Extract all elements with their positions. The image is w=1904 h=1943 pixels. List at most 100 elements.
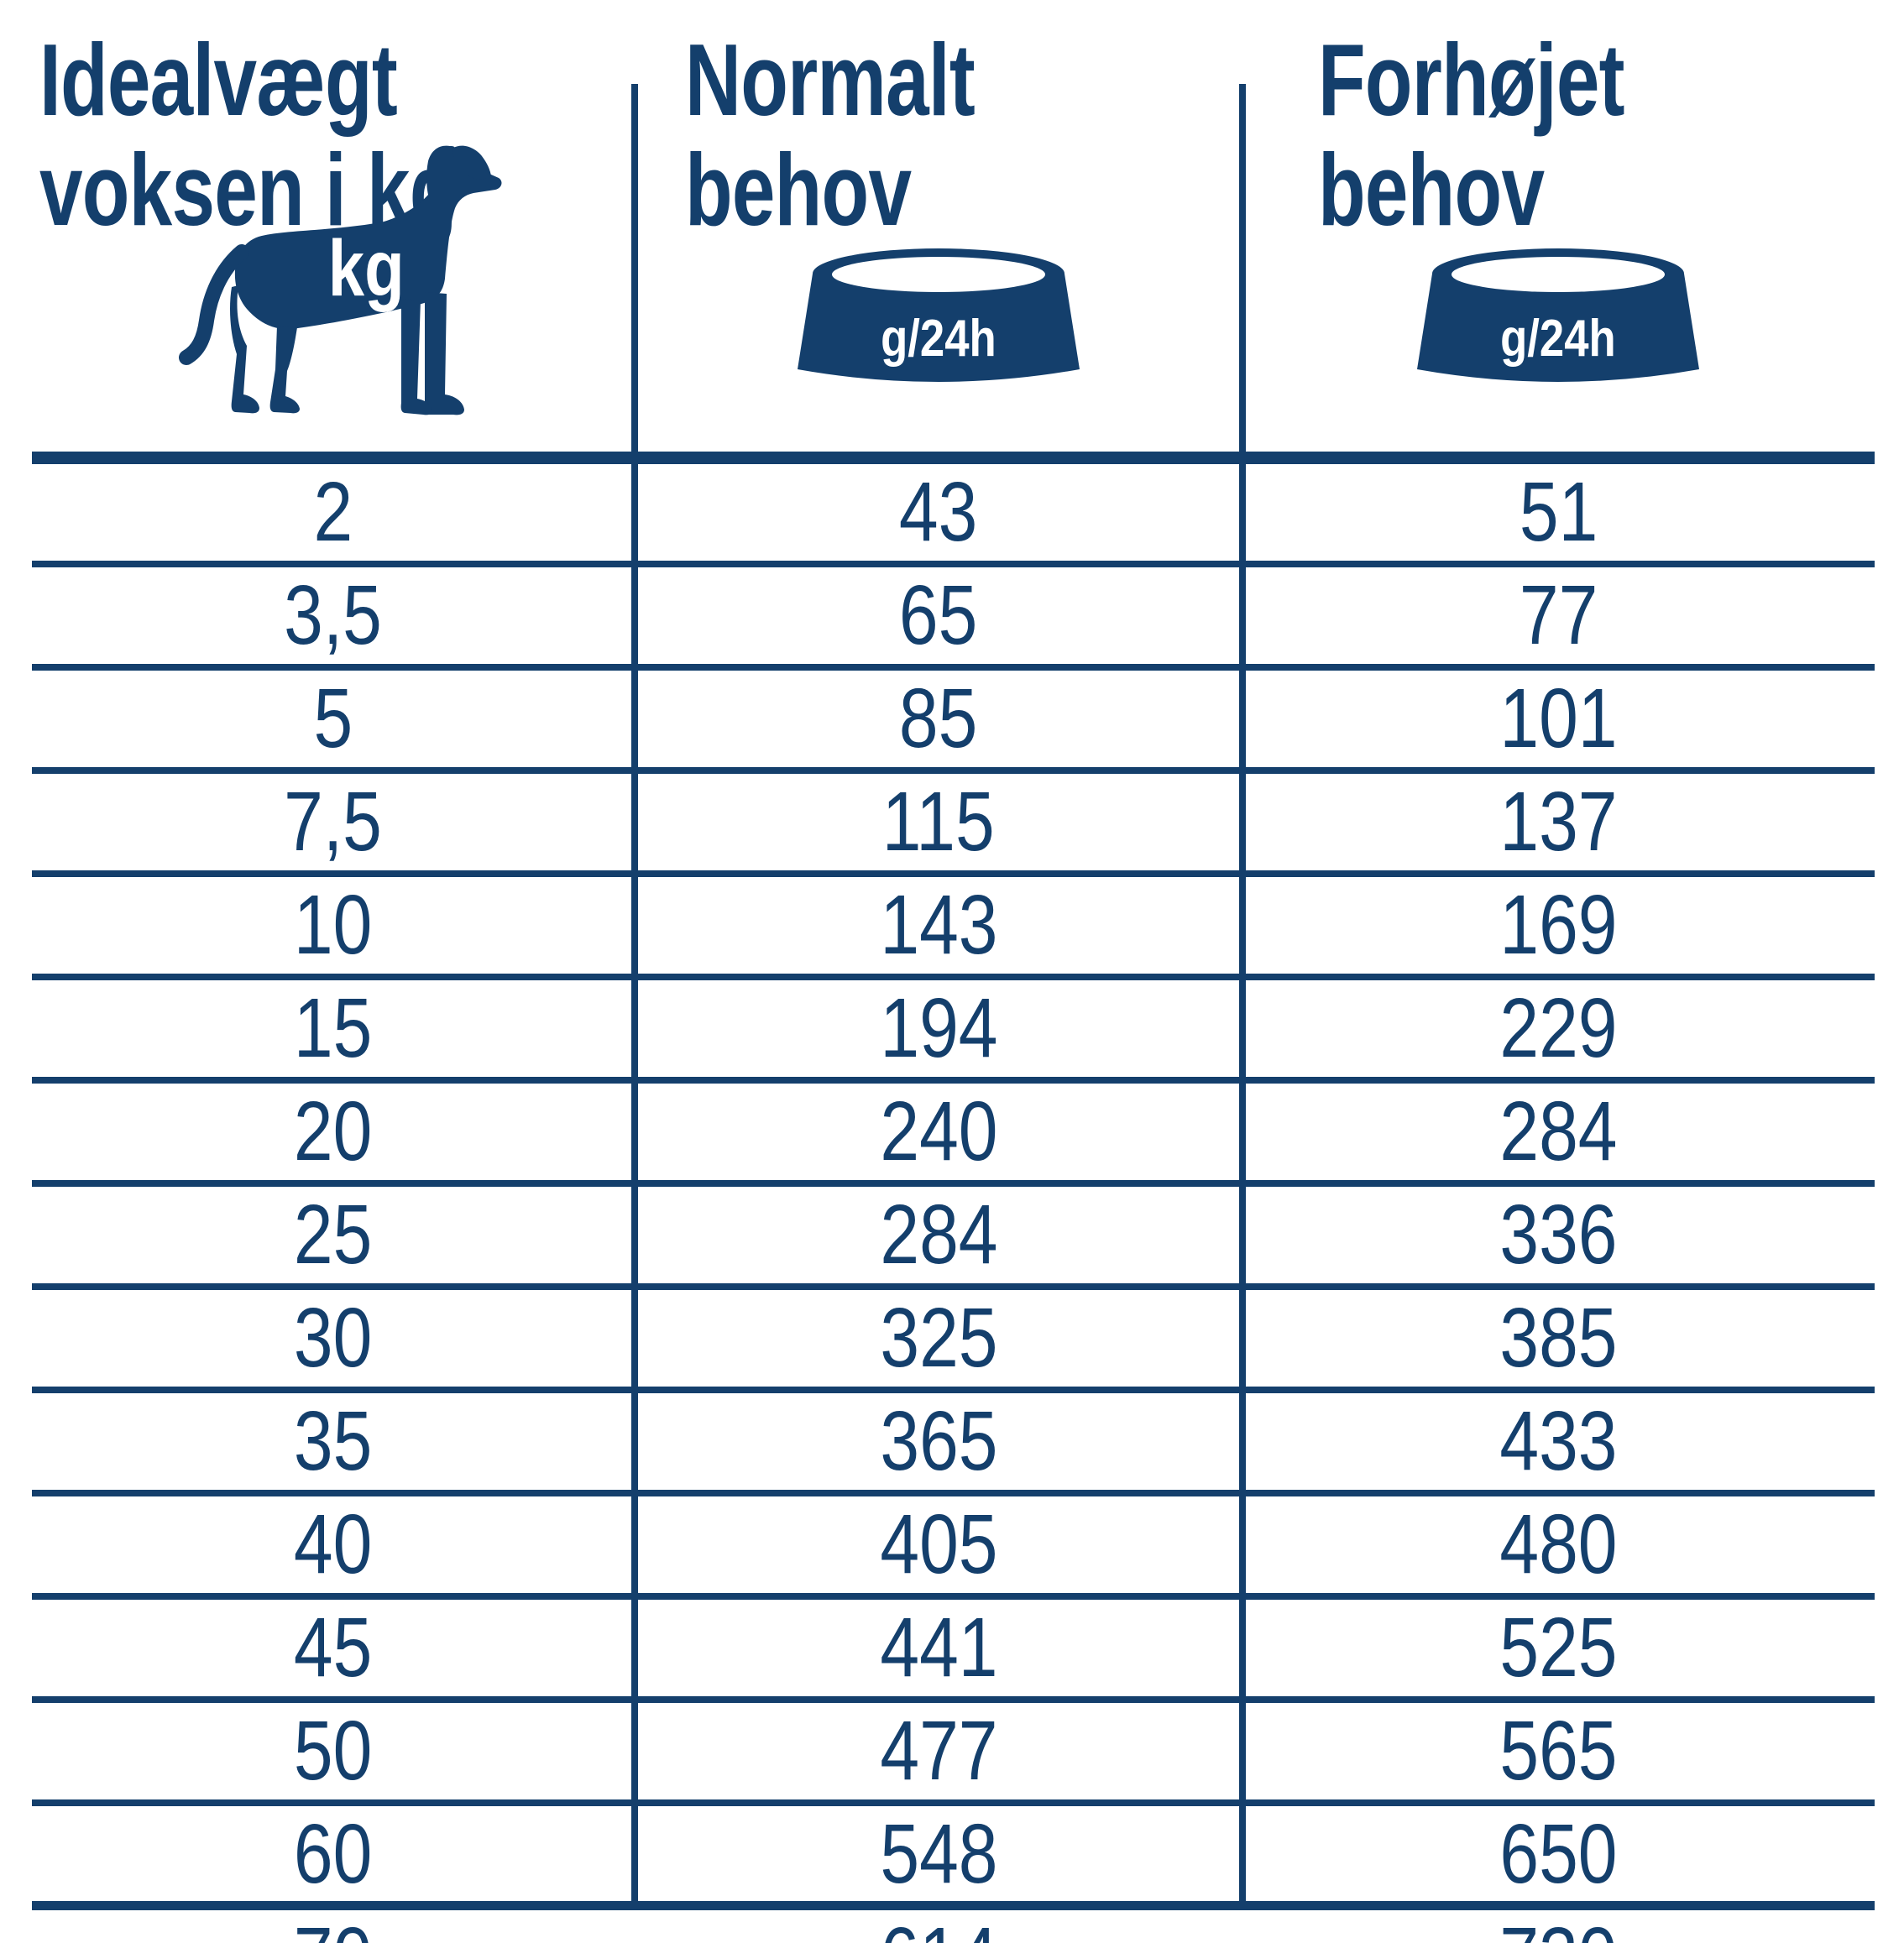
weight-cell: 10 (32, 877, 635, 974)
normal-need-cell: 143 (635, 877, 1242, 974)
column-header-elevated-need: Forhøjet behov (1318, 25, 1721, 245)
elevated-need-cell: 336 (1242, 1187, 1875, 1283)
cell-value: 336 (1499, 1188, 1618, 1282)
cell-value: 650 (1499, 1807, 1618, 1901)
cell-value: 480 (1499, 1497, 1618, 1591)
cell-value: 730 (1499, 1909, 1617, 1943)
elevated-need-cell: 385 (1242, 1290, 1875, 1387)
column-header-ideal-weight: Idealvægt voksen i kg (39, 25, 588, 245)
table-row: 30 325 385 (32, 1290, 1875, 1393)
weight-cell: 70 (32, 1909, 635, 1943)
normal-need-cell: 365 (635, 1393, 1242, 1490)
cell-value: 3,5 (284, 568, 383, 662)
cell-value: 2 (313, 465, 353, 559)
weight-cell: 3,5 (32, 567, 635, 664)
table-row: 60 548 650 (32, 1806, 1875, 1909)
weight-cell: 45 (32, 1600, 635, 1696)
elevated-need-cell: 51 (1242, 464, 1875, 561)
header-line: Forhøjet (1318, 23, 1625, 137)
cell-value: 35 (294, 1394, 373, 1488)
kg-label: kg (328, 224, 405, 313)
table-row: 35 365 433 (32, 1393, 1875, 1496)
cell-value: 20 (294, 1084, 373, 1178)
cell-value: 70 (294, 1909, 372, 1943)
normal-need-cell: 405 (635, 1496, 1242, 1593)
weight-cell: 15 (32, 980, 635, 1077)
normal-need-cell: 284 (635, 1187, 1242, 1283)
table-row: 5 85 101 (32, 671, 1875, 774)
elevated-need-cell: 730 (1242, 1909, 1875, 1943)
elevated-need-cell: 284 (1242, 1084, 1875, 1180)
cell-value: 365 (879, 1394, 998, 1488)
weight-cell: 20 (32, 1084, 635, 1180)
header-line: behov (1318, 133, 1545, 247)
normal-need-cell: 115 (635, 774, 1242, 870)
table-row: 10 143 169 (32, 877, 1875, 980)
normal-need-cell: 325 (635, 1290, 1242, 1387)
cell-value: 548 (879, 1807, 998, 1901)
cell-value: 15 (294, 981, 373, 1075)
elevated-need-cell: 77 (1242, 567, 1875, 664)
cell-value: 50 (294, 1704, 373, 1798)
cell-value: 60 (294, 1807, 373, 1901)
cell-value: 115 (882, 775, 995, 869)
elevated-need-cell: 650 (1242, 1806, 1875, 1903)
elevated-need-cell: 480 (1242, 1496, 1875, 1593)
weight-cell: 60 (32, 1806, 635, 1903)
cell-value: 30 (294, 1291, 373, 1385)
header-separator (32, 452, 1875, 464)
weight-cell: 2 (32, 464, 635, 561)
cell-value: 77 (1519, 568, 1598, 662)
cell-value: 441 (879, 1601, 998, 1695)
weight-cell: 30 (32, 1290, 635, 1387)
normal-need-cell: 85 (635, 671, 1242, 767)
elevated-need-cell: 525 (1242, 1600, 1875, 1696)
cell-value: 240 (879, 1084, 998, 1178)
g24h-label: g/24h (1500, 310, 1616, 368)
cell-value: 477 (879, 1704, 998, 1798)
weight-cell: 40 (32, 1496, 635, 1593)
cell-value: 405 (879, 1497, 998, 1591)
cell-value: 10 (294, 878, 373, 972)
header-line: Idealvægt (39, 23, 398, 137)
cell-value: 284 (879, 1188, 998, 1282)
dog-icon: kg (179, 145, 502, 415)
cell-value: 614 (880, 1909, 997, 1943)
cell-value: 194 (879, 981, 998, 1075)
table-row: 7,5 115 137 (32, 774, 1875, 877)
cell-value: 143 (879, 878, 998, 972)
normal-need-cell: 548 (635, 1806, 1242, 1903)
normal-need-cell: 477 (635, 1703, 1242, 1799)
normal-need-cell: 194 (635, 980, 1242, 1077)
cell-value: 45 (294, 1601, 373, 1695)
g24h-label: g/24h (881, 310, 996, 368)
cell-value: 385 (1499, 1291, 1618, 1385)
cell-value: 101 (1499, 671, 1618, 765)
cell-value: 325 (879, 1291, 998, 1385)
elevated-need-cell: 101 (1242, 671, 1875, 767)
cell-value: 65 (899, 568, 978, 662)
cell-value: 5 (313, 671, 353, 765)
cell-value: 284 (1499, 1084, 1618, 1178)
cell-value: 229 (1499, 981, 1618, 1075)
normal-need-cell: 43 (635, 464, 1242, 561)
cell-value: 7,5 (284, 775, 383, 869)
table-row: 15 194 229 (32, 980, 1875, 1084)
column-header-normal-need: Normalt behov (685, 25, 1066, 245)
table-body: 2 43 51 3,5 65 77 5 85 101 7,5 115 137 10 143 169 15 194… (32, 464, 1875, 1943)
elevated-need-cell: 169 (1242, 877, 1875, 974)
table-row: 70 614 730 (32, 1909, 1875, 1943)
header-line: behov (685, 133, 912, 247)
header-line: Normalt (685, 23, 976, 137)
weight-cell: 50 (32, 1703, 635, 1799)
normal-need-cell: 240 (635, 1084, 1242, 1180)
weight-cell: 35 (32, 1393, 635, 1490)
cell-value: 51 (1519, 465, 1598, 559)
normal-need-cell: 614 (635, 1909, 1242, 1943)
elevated-need-cell: 433 (1242, 1393, 1875, 1490)
weight-cell: 7,5 (32, 774, 635, 870)
cell-value: 40 (294, 1497, 373, 1591)
cell-value: 43 (899, 465, 978, 559)
column-divider (1239, 84, 1246, 1910)
